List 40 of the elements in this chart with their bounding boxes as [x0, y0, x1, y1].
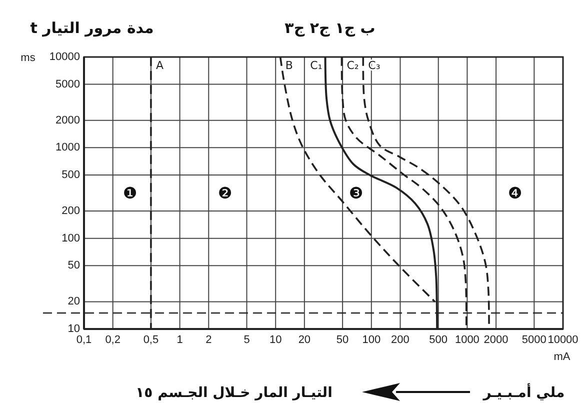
y-axis-title: مدة مرور التيار t	[30, 19, 154, 37]
text: ملي أمـبـيـر	[482, 383, 565, 401]
y-tick-label: 50	[68, 260, 80, 272]
x-tick-label: 1000	[454, 334, 480, 346]
x-tick-label: 20	[298, 334, 311, 346]
y-tick-label: 10000	[49, 51, 80, 63]
text: mA	[554, 351, 571, 363]
y-tick-label: 200	[62, 205, 80, 218]
x-tick-label: 0,1	[76, 334, 92, 346]
x-tick-label: 0,2	[105, 334, 120, 346]
x-tick-label: 0,5	[143, 334, 159, 346]
x-axis-title: التيـار المار خـلال الجـسم ١٥	[136, 385, 332, 401]
series-label: C₁	[310, 59, 322, 72]
annotation: ❹	[508, 184, 522, 202]
text: ms	[20, 52, 36, 64]
annotation: ❶	[122, 184, 138, 202]
x-tick-label: 2	[206, 334, 212, 346]
x-tick-label: 5	[244, 334, 250, 346]
annotation: ❷	[218, 184, 232, 202]
annotation: ❸	[348, 184, 364, 202]
y-tick-label: 500	[62, 168, 80, 181]
y-tick-label: 100	[62, 232, 80, 244]
x-tick-label: 10	[269, 334, 282, 346]
series-label: C₂	[346, 59, 359, 72]
y-tick-label: 10	[68, 323, 80, 335]
y-tick-label: 1000	[56, 142, 80, 154]
chart-subtitle: ب ج١ ج٢ ج٣	[284, 19, 376, 37]
x-tick-label: 2000	[484, 334, 508, 346]
x-tick-label: 5000	[522, 334, 546, 346]
x-tick-label: 1	[176, 334, 183, 346]
x-tick-label: 200	[391, 334, 410, 346]
x-tick-label: 50	[336, 334, 349, 346]
x-tick-label: 100	[362, 334, 381, 346]
x-tick-label: 500	[429, 334, 448, 346]
x-tick-label: 10000	[548, 334, 578, 346]
series-label: B	[285, 59, 293, 72]
y-tick-label: 2000	[56, 114, 80, 126]
series-label: A	[156, 59, 164, 72]
y-tick-label: 20	[68, 296, 80, 308]
y-tick-label: 5000	[56, 78, 80, 90]
